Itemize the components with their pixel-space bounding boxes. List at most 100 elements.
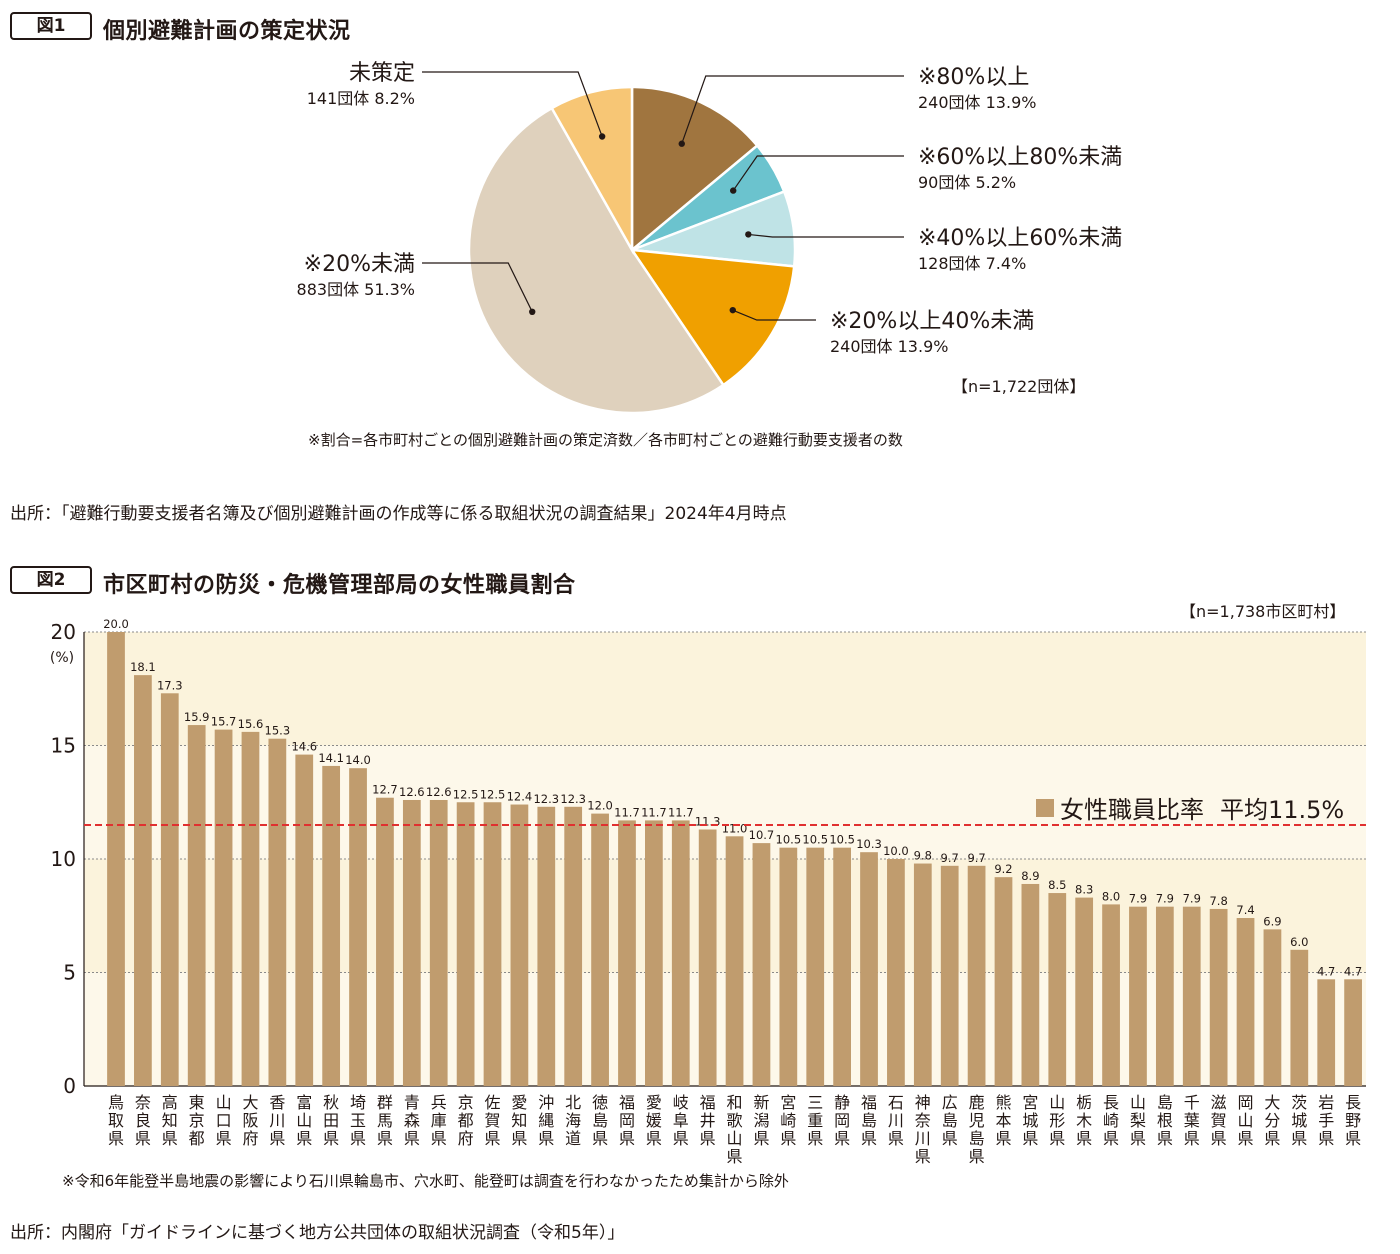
bar: [1129, 906, 1147, 1086]
x-tick-label: 栃木県: [1076, 1093, 1092, 1148]
fig1-footnote: ※割合=各市町村ごとの個別避難計画の策定済数／各市町村ごとの避難行動要支援者の数: [308, 431, 903, 449]
leader-line: [732, 309, 816, 321]
bar: [833, 847, 852, 1086]
x-tick-label: 兵庫県: [431, 1093, 447, 1148]
x-tick-label: 鹿児島県: [969, 1093, 985, 1166]
bar: [456, 802, 475, 1086]
x-tick-label: 北海道: [565, 1093, 581, 1148]
bar: [887, 859, 905, 1086]
bar-value-label: 8.5: [1048, 878, 1066, 892]
bar-value-label: 17.3: [157, 678, 183, 692]
bar: [967, 865, 986, 1086]
x-tick-label: 宮城県: [1022, 1093, 1038, 1148]
x-tick-label: 岐阜県: [673, 1093, 689, 1148]
bar: [1236, 918, 1255, 1086]
bar-value-label: 7.8: [1209, 894, 1227, 908]
bar: [322, 765, 341, 1086]
bar-value-label: 15.6: [238, 717, 264, 731]
bar-value-label: 10.7: [749, 828, 775, 842]
x-tick-label: 京都府: [458, 1093, 474, 1148]
bar-value-label: 9.8: [914, 849, 932, 863]
x-tick-label: 山梨県: [1130, 1093, 1146, 1148]
x-tick-label: 埼玉県: [350, 1093, 366, 1148]
leader-line: [748, 233, 904, 238]
fig1-badge: 図1: [10, 12, 92, 40]
bar: [618, 820, 636, 1086]
bar-value-label: 8.3: [1075, 883, 1093, 897]
x-tick-label: 高知県: [162, 1093, 178, 1148]
x-tick-label: 佐賀県: [485, 1093, 501, 1148]
x-tick-label: 宮崎県: [780, 1093, 796, 1148]
bar: [107, 632, 125, 1086]
slice-detail: 240団体 13.9%: [918, 93, 1036, 112]
x-tick-label: 愛知県: [511, 1093, 527, 1148]
x-tick-label: 秋田県: [323, 1093, 339, 1148]
fig2-source: 出所：内閣府「ガイドラインに基づく地方公共団体の取組状況調査（令和5年）」: [10, 1223, 625, 1243]
legend-swatch: [1036, 798, 1054, 817]
bar-value-label: 7.9: [1129, 892, 1147, 906]
slice-detail: 128団体 7.4%: [918, 254, 1026, 273]
x-tick-label: 石川県: [888, 1093, 904, 1148]
bar: [1344, 979, 1362, 1086]
x-tick-label: 熊本県: [995, 1093, 1011, 1148]
x-tick-label: 青森県: [404, 1093, 420, 1148]
legend: 女性職員比率 平均11.5%: [1036, 790, 1344, 825]
bar-value-label: 15.9: [184, 710, 210, 724]
x-tick-label: 徳島県: [592, 1093, 608, 1148]
legend-label: 女性職員比率: [1060, 796, 1204, 824]
fig2-badge: 図2: [10, 566, 92, 594]
slice-detail: 90団体 5.2%: [918, 173, 1016, 192]
x-tick-label: 大阪府: [242, 1093, 258, 1148]
x-tick-label: 広島県: [942, 1093, 958, 1148]
legend-average: 平均11.5%: [1220, 796, 1345, 824]
bar-value-label: 12.4: [507, 790, 533, 804]
x-tick-label: 愛媛県: [646, 1093, 662, 1148]
slice-detail: 240団体 13.9%: [830, 337, 948, 356]
bar: [671, 820, 690, 1086]
bar: [537, 806, 556, 1086]
bar: [779, 847, 798, 1086]
x-tick-label: 沖縄県: [538, 1093, 554, 1148]
bar-value-label: 12.7: [372, 783, 398, 797]
bar-value-label: 7.9: [1156, 892, 1174, 906]
bar: [860, 852, 878, 1086]
bar: [1209, 908, 1228, 1086]
fig1-source: 出所：「避難行動要支援者名簿及び個別避難計画の作成等に係る取組状況の調査結果」2…: [10, 504, 787, 524]
bar: [1102, 904, 1120, 1086]
bar-value-label: 14.6: [291, 740, 317, 754]
pie-slice: [550, 85, 634, 255]
leader-line: [732, 155, 904, 191]
bar-value-label: 7.9: [1183, 892, 1201, 906]
x-tick-label: 三重県: [807, 1093, 823, 1148]
bar: [187, 725, 206, 1086]
bar: [752, 843, 771, 1086]
bar: [806, 847, 825, 1086]
slice-label: ※20%未満: [304, 252, 415, 277]
bar-value-label: 12.6: [426, 785, 452, 799]
x-tick-label: 新潟県: [753, 1093, 769, 1148]
bar-value-label: 11.7: [641, 805, 667, 819]
bar: [295, 754, 314, 1086]
bar: [429, 799, 448, 1086]
bar-value-label: 11.3: [695, 814, 721, 828]
bar-value-label: 14.1: [318, 751, 344, 765]
bar-value-label: 4.7: [1317, 964, 1335, 978]
x-tick-label: 福岡県: [619, 1093, 635, 1148]
bar: [940, 865, 959, 1086]
bar-value-label: 9.2: [994, 862, 1012, 876]
slice-detail: 883団体 51.3%: [297, 280, 415, 299]
bar: [1048, 893, 1067, 1086]
y-tick-label: 15: [51, 734, 76, 758]
slice-label: ※40%以上60%未満: [918, 226, 1122, 251]
leader-line: [422, 71, 603, 137]
bar: [160, 693, 179, 1086]
x-tick-label: 長崎県: [1103, 1093, 1119, 1148]
bar: [698, 829, 717, 1086]
bar: [591, 813, 609, 1086]
bar-value-label: 7.4: [1236, 903, 1254, 917]
bar: [1290, 949, 1309, 1086]
bar: [725, 836, 744, 1086]
x-tick-label: 鳥取県: [108, 1093, 124, 1148]
bar: [349, 768, 367, 1086]
x-tick-label: 島根県: [1157, 1093, 1173, 1148]
